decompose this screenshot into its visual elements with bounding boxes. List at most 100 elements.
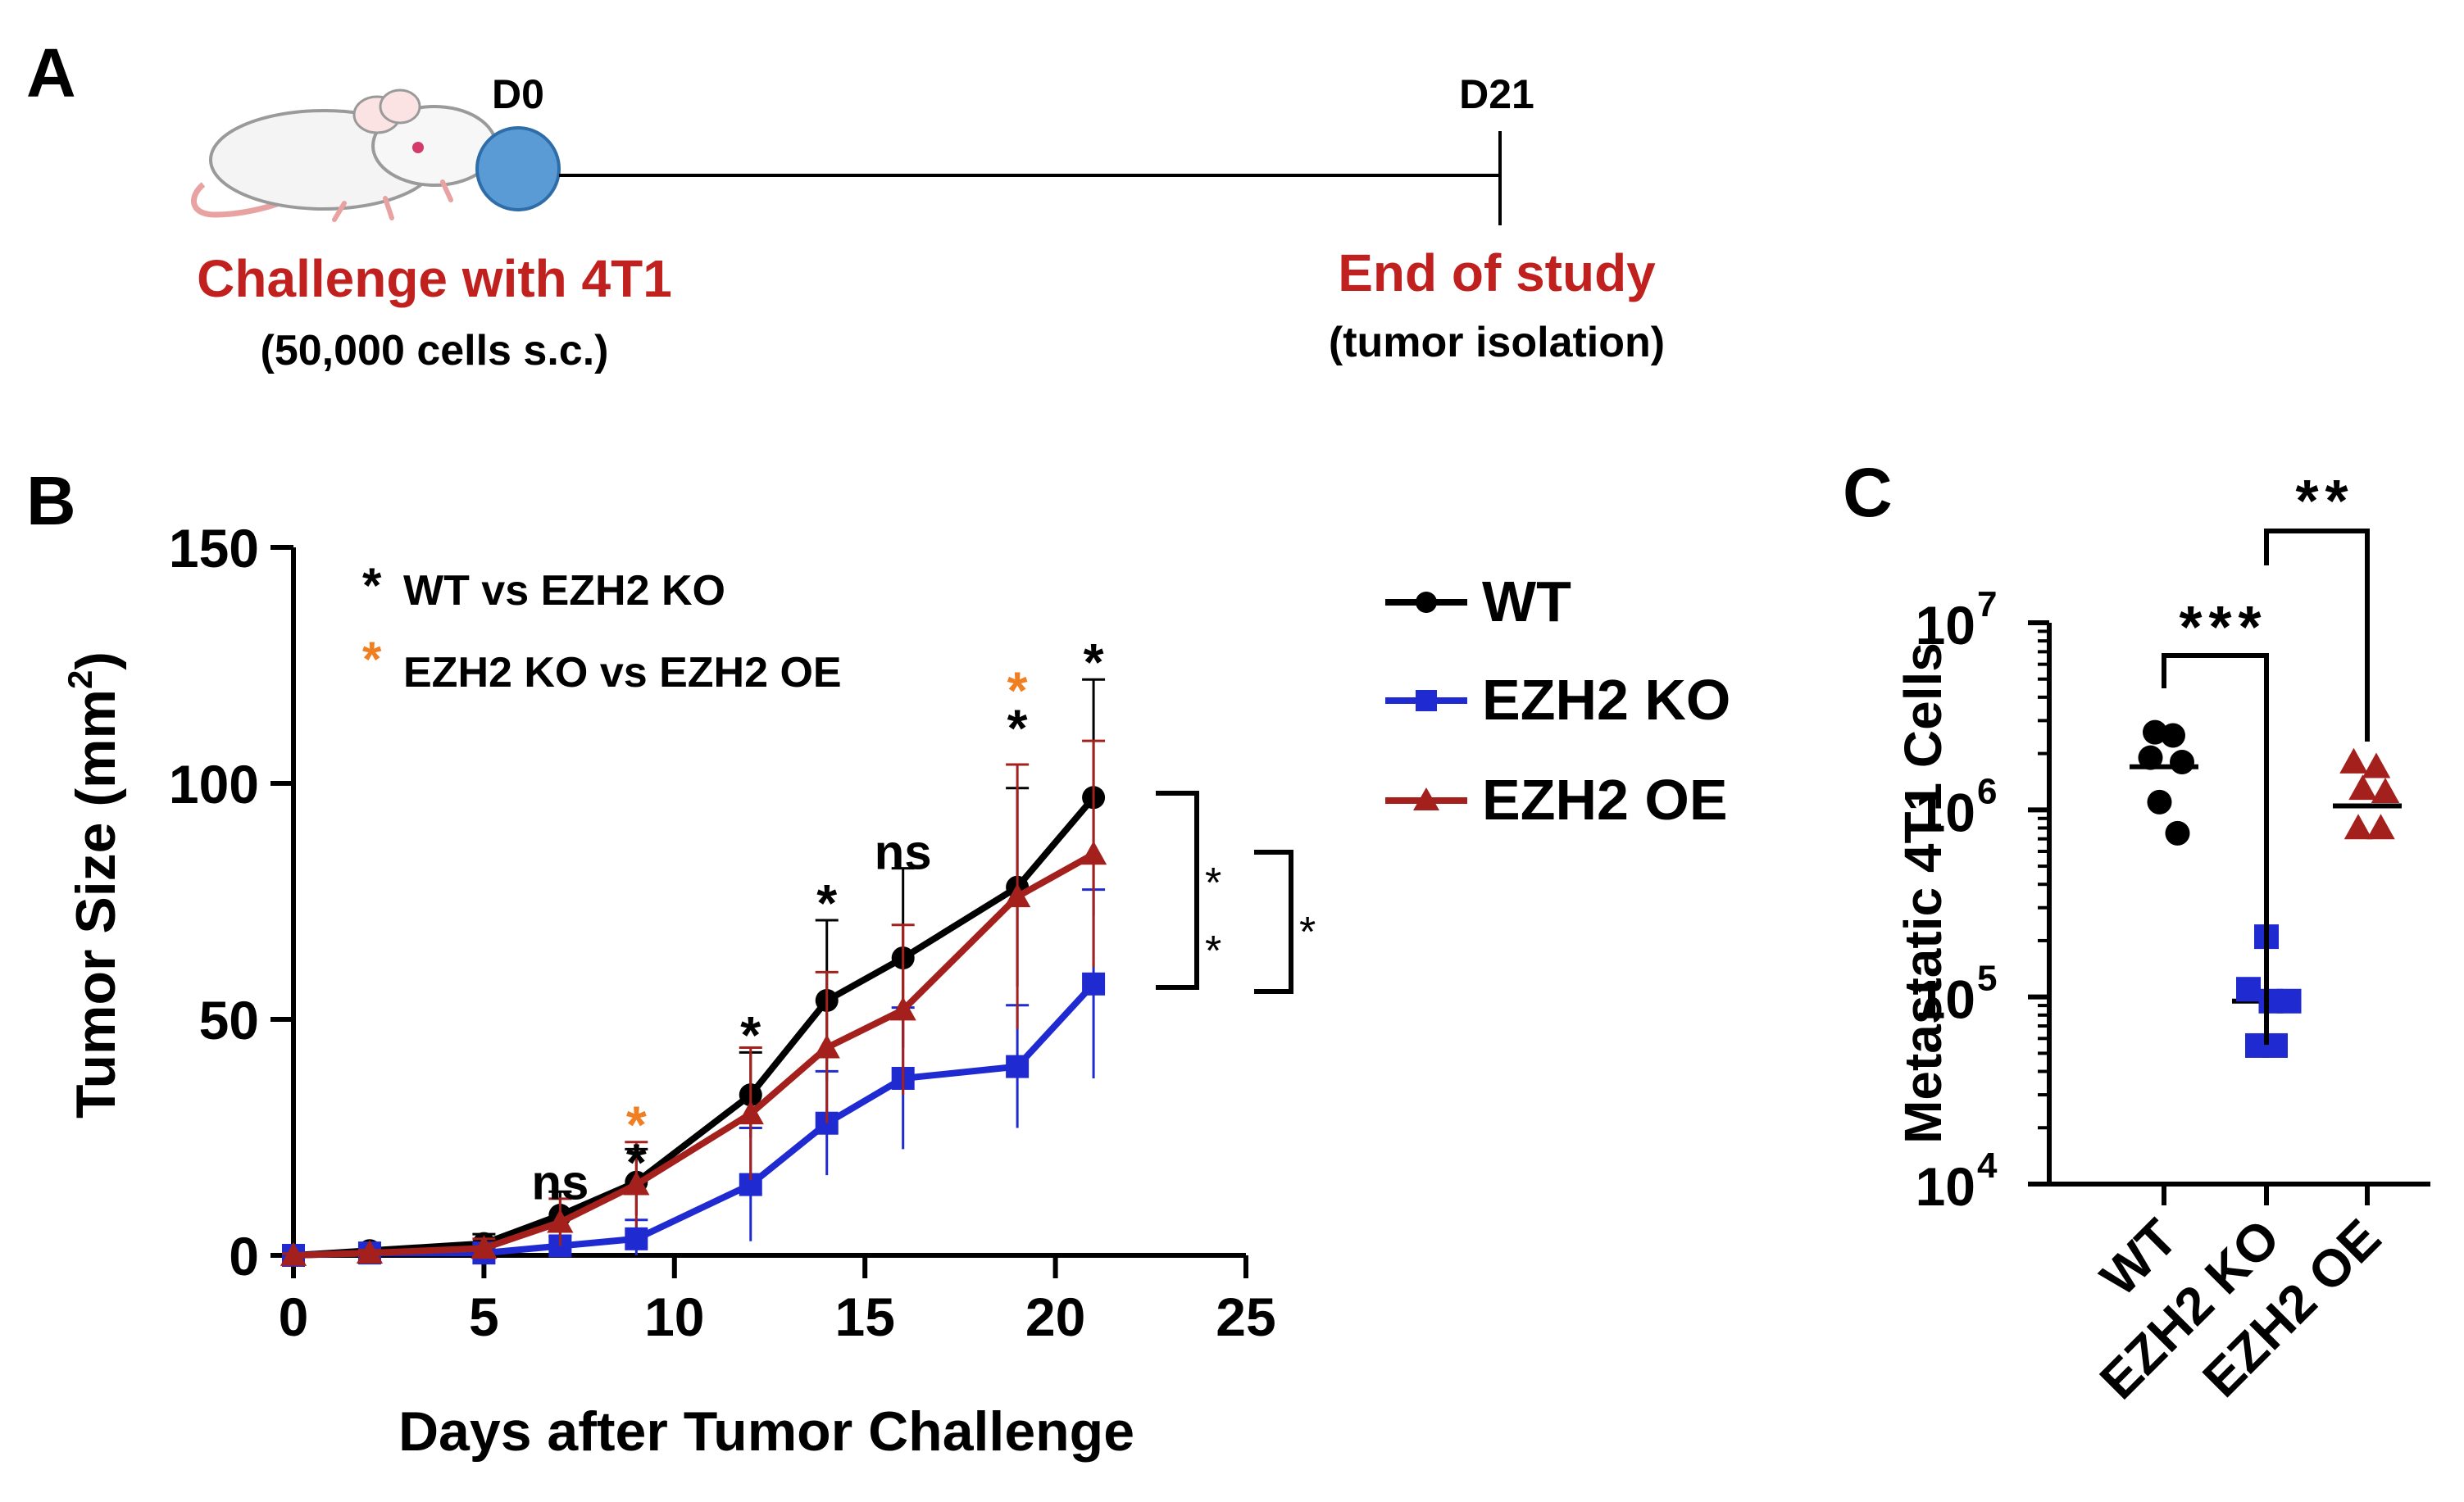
panel-b-y-axis-label: Tumor Size (mm2) bbox=[61, 651, 127, 1119]
stats-legend: * WT vs EZH2 KO * EZH2 KO vs EZH2 OE bbox=[362, 558, 842, 697]
bracket-star-2: * bbox=[1205, 928, 1221, 975]
sig-label-ko-oe: ** bbox=[2295, 469, 2354, 534]
panel-b-x-tick-label: 5 bbox=[469, 1286, 499, 1347]
panel-b-label: B bbox=[26, 462, 76, 539]
legend-marker-wt bbox=[1416, 592, 1437, 613]
legend-marker-ko bbox=[1416, 690, 1437, 711]
panel-c-y-axis-label: Metastatic 4T1 Cells bbox=[1893, 642, 1953, 1144]
sig-label-wt-ko: *** bbox=[2179, 595, 2267, 660]
scatter-point bbox=[2371, 777, 2400, 804]
timeline-start-label: D0 bbox=[492, 71, 544, 117]
significance-label: * bbox=[816, 874, 837, 933]
panel-c-label: C bbox=[1843, 454, 1893, 531]
significance-label: * bbox=[626, 1133, 647, 1192]
data-point bbox=[280, 1241, 307, 1266]
panel-b-x-tick-label: 15 bbox=[834, 1286, 894, 1347]
series-line bbox=[293, 982, 1097, 1259]
data-point bbox=[813, 1034, 840, 1059]
start-circle bbox=[475, 126, 561, 211]
panel-c-y-tick-exponent: 4 bbox=[1977, 1146, 1998, 1186]
significance-label: ns bbox=[531, 1155, 589, 1210]
panel-b-x-tick-label: 0 bbox=[279, 1286, 309, 1347]
significance-label: * bbox=[626, 1095, 647, 1154]
scatter-point bbox=[2362, 752, 2391, 778]
series-ezh2-ko bbox=[282, 888, 1106, 1267]
panel-c-y-tick-label: 10 bbox=[1916, 595, 1975, 656]
scatter-point bbox=[2165, 820, 2190, 846]
bracket-ko-vs-oe bbox=[1254, 850, 1293, 994]
sig-bracket-wt-ko bbox=[2162, 653, 2269, 1045]
stats-legend-text-1: WT vs EZH2 KO bbox=[403, 567, 725, 615]
legend-label-oe: EZH2 OE bbox=[1482, 768, 1728, 832]
panel-b-annotations: **ns**ns** * bbox=[531, 633, 1103, 1210]
bracket-star-1: * bbox=[1205, 860, 1221, 907]
bracket-wt-vs-ko bbox=[1156, 791, 1199, 990]
data-point bbox=[471, 1235, 498, 1259]
timeline-end-label: D21 bbox=[1459, 71, 1534, 117]
panel-c-significance: ***** bbox=[2162, 469, 2370, 1045]
data-point bbox=[737, 1100, 764, 1125]
group-ezh2-oe bbox=[2333, 747, 2402, 840]
legend-label-ko: EZH2 KO bbox=[1482, 668, 1730, 732]
scatter-point bbox=[2170, 750, 2194, 775]
significance-label: ns bbox=[875, 824, 932, 879]
panel-c-y-tick-label: 10 bbox=[1916, 969, 1975, 1030]
panel-b-series bbox=[280, 678, 1107, 1267]
panel-b-y-tick-label: 0 bbox=[229, 1226, 259, 1286]
legend-marker-oe bbox=[1413, 787, 1439, 810]
scatter-point bbox=[2138, 745, 2163, 770]
panel-b-x-tick-label: 20 bbox=[1025, 1286, 1085, 1347]
scatter-point bbox=[2366, 814, 2395, 840]
significance-label: * bbox=[1007, 699, 1028, 758]
panel-a-label: A bbox=[26, 34, 76, 111]
challenge-subtext: (50,000 cells s.c.) bbox=[261, 327, 609, 374]
panel-c-y-tick-exponent: 6 bbox=[1977, 771, 1997, 811]
scatter-point bbox=[2236, 977, 2261, 1002]
mouse-icon bbox=[191, 88, 520, 222]
panel-c-y-tick-label: 10 bbox=[1916, 782, 1975, 842]
significance-label: * bbox=[1084, 633, 1104, 692]
significance-brackets: * * * bbox=[1156, 791, 1316, 994]
panel-b-y-tick-label: 150 bbox=[169, 518, 259, 579]
group-wt bbox=[2130, 719, 2198, 846]
panel-a: A D0 D21 Challenge with 4T1 (50,000 cell… bbox=[26, 34, 1665, 374]
scatter-point bbox=[2339, 747, 2368, 774]
panel-b-y-tick-label: 50 bbox=[199, 990, 259, 1050]
data-point bbox=[547, 1209, 574, 1233]
stats-legend-star-1: * bbox=[362, 558, 382, 613]
data-point bbox=[623, 1171, 650, 1196]
panel-c-y-tick-label: 10 bbox=[1916, 1156, 1975, 1217]
data-point bbox=[625, 1227, 648, 1250]
panel-b-y-axis-label-sup: 2 bbox=[61, 670, 99, 689]
bracket-star-3: * bbox=[1299, 909, 1316, 956]
panel-b-axes: 0 50 100 150 0 5 10 15 20 25 bbox=[169, 518, 1276, 1347]
stats-legend-star-2: * bbox=[362, 632, 382, 687]
panel-b-x-axis-label: Days after Tumor Challenge bbox=[398, 1400, 1134, 1463]
series-line bbox=[293, 795, 1097, 1259]
panel-b-x-tick-label: 10 bbox=[644, 1286, 704, 1347]
stats-legend-text-2: EZH2 KO vs EZH2 OE bbox=[403, 649, 842, 697]
series-ezh2-oe bbox=[280, 739, 1107, 1266]
sig-bracket-ko-oe bbox=[2264, 529, 2370, 742]
scatter-point bbox=[2161, 723, 2185, 748]
significance-label: * bbox=[1007, 661, 1028, 720]
panel-c-y-tick-exponent: 5 bbox=[1977, 959, 1997, 999]
data-point bbox=[1004, 883, 1031, 908]
series-legend: WT EZH2 KO EZH2 OE bbox=[1385, 569, 1730, 832]
data-point bbox=[889, 996, 916, 1021]
scatter-point bbox=[2344, 814, 2373, 840]
data-point bbox=[1080, 841, 1107, 865]
scatter-point bbox=[2348, 774, 2377, 801]
series-line bbox=[293, 851, 1096, 1259]
series-wt bbox=[282, 678, 1106, 1267]
data-point bbox=[1006, 1055, 1030, 1078]
challenge-text: Challenge with 4T1 bbox=[197, 249, 672, 308]
data-point bbox=[356, 1240, 384, 1264]
panel-b-y-axis-label-close: ) bbox=[65, 651, 127, 670]
scatter-point bbox=[2147, 789, 2172, 815]
end-text: End of study bbox=[1338, 243, 1656, 302]
panel-b-y-tick-label: 100 bbox=[169, 754, 259, 815]
